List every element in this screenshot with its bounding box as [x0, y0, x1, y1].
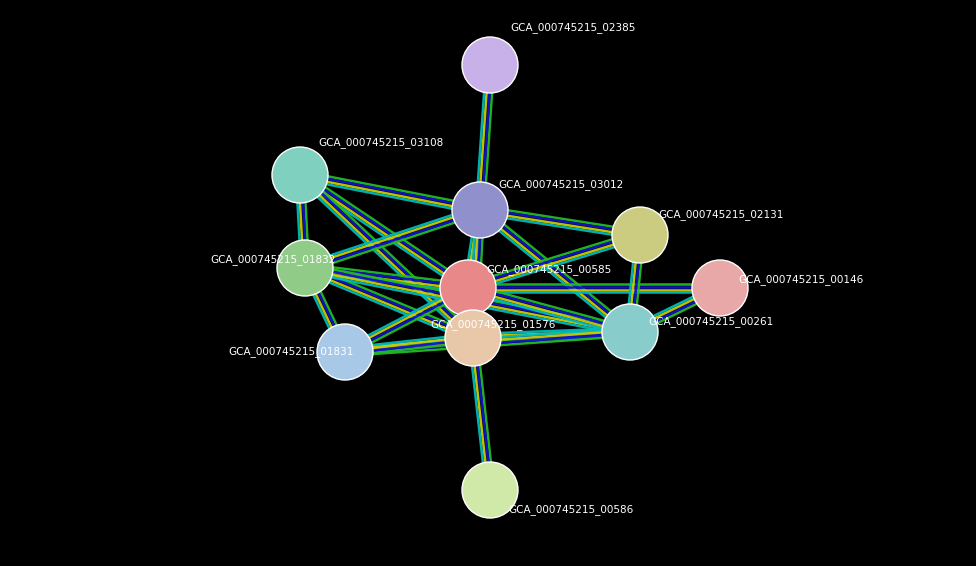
- Circle shape: [612, 207, 668, 263]
- Circle shape: [462, 462, 518, 518]
- Text: GCA_000745215_00586: GCA_000745215_00586: [508, 504, 633, 516]
- Text: GCA_000745215_00585: GCA_000745215_00585: [486, 264, 611, 276]
- Text: GCA_000745215_01831: GCA_000745215_01831: [228, 346, 353, 358]
- Text: GCA_000745215_01576: GCA_000745215_01576: [430, 320, 555, 331]
- Circle shape: [277, 240, 333, 296]
- Text: GCA_000745215_02385: GCA_000745215_02385: [510, 23, 635, 33]
- Text: GCA_000745215_01832: GCA_000745215_01832: [210, 255, 336, 265]
- Circle shape: [602, 304, 658, 360]
- Text: GCA_000745215_03012: GCA_000745215_03012: [498, 179, 624, 190]
- Text: GCA_000745215_03108: GCA_000745215_03108: [318, 138, 443, 148]
- Circle shape: [445, 310, 501, 366]
- Circle shape: [317, 324, 373, 380]
- Circle shape: [272, 147, 328, 203]
- Text: GCA_000745215_00261: GCA_000745215_00261: [648, 316, 773, 328]
- Text: GCA_000745215_00146: GCA_000745215_00146: [738, 275, 863, 285]
- Circle shape: [692, 260, 748, 316]
- Circle shape: [440, 260, 496, 316]
- Text: GCA_000745215_02131: GCA_000745215_02131: [658, 209, 784, 220]
- Circle shape: [452, 182, 508, 238]
- Circle shape: [462, 37, 518, 93]
